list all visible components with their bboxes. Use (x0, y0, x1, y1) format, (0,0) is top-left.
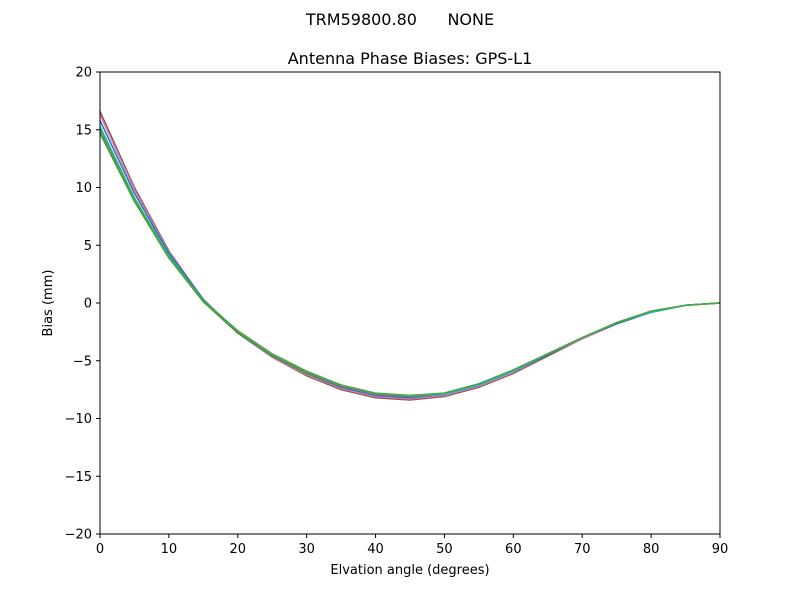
x-tick-label: 80 (643, 542, 660, 557)
chart-title: Antenna Phase Biases: GPS-L1 (288, 49, 533, 68)
series-layer (99, 110, 721, 401)
x-tick-label: 40 (367, 542, 384, 557)
series-line-4 (99, 125, 721, 398)
x-tick-label: 10 (161, 542, 178, 557)
x-tick-label: 60 (505, 542, 522, 557)
x-tick-label: 30 (298, 542, 315, 557)
y-axis-label: Bias (mm) (41, 270, 56, 337)
suptitle-antenna: TRM59800.80 (305, 10, 417, 29)
suptitle-radome: NONE (447, 10, 495, 29)
x-tick-label: 50 (436, 542, 453, 557)
x-axis-label: Elvation angle (degrees) (330, 563, 489, 578)
y-axis: −20 −15 −10 −5 0 5 10 15 20 (65, 66, 100, 543)
series-line-3 (99, 120, 721, 399)
x-axis: 0 10 20 30 40 50 60 70 80 90 (96, 534, 728, 557)
series-line-2 (99, 114, 721, 400)
y-tick-label: −5 (73, 354, 92, 369)
series-line-5 (99, 132, 721, 398)
x-tick-label: 70 (574, 542, 591, 557)
figure-suptitle: TRM59800.80 NONE (0, 10, 800, 29)
x-tick-label: 90 (712, 542, 729, 557)
y-tick-label: 0 (84, 297, 92, 312)
y-tick-label: −15 (65, 470, 92, 485)
x-tick-label: 0 (96, 542, 104, 557)
y-tick-label: −20 (65, 528, 92, 543)
y-tick-label: 5 (84, 239, 92, 254)
series-line-7 (99, 128, 721, 397)
plot-frame (99, 71, 721, 535)
y-tick-label: 15 (75, 123, 92, 138)
y-tick-label: 10 (75, 181, 92, 196)
series-line-6 (99, 130, 721, 398)
y-tick-label: −10 (65, 412, 92, 427)
series-line-1 (99, 110, 721, 401)
y-tick-label: 20 (75, 66, 92, 81)
x-tick-label: 20 (230, 542, 247, 557)
